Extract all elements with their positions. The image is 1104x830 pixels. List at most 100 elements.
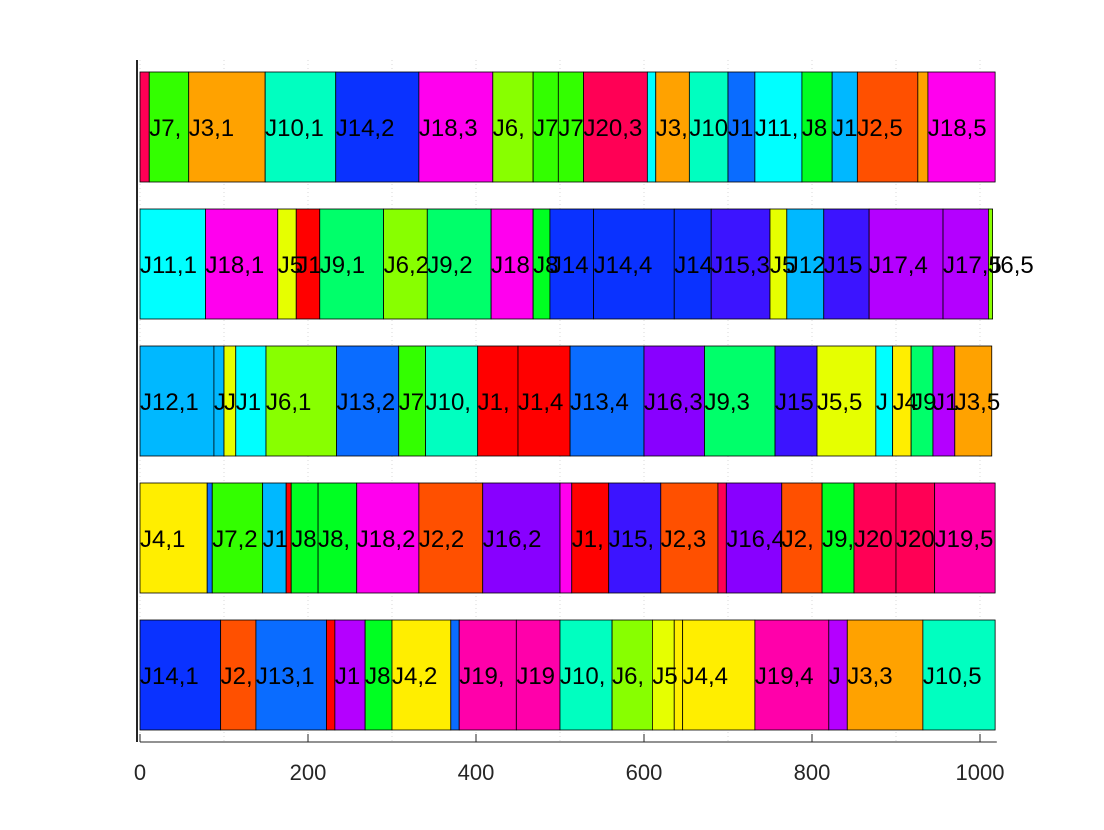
bar-segment-r3-15 [816,345,877,457]
bar-segment-r2-19 [988,208,994,320]
bar-label-r2-6: J6,2 [384,252,429,279]
bar-label-r2-10: J14 [550,252,589,279]
bar-segment-r4-10 [482,482,561,594]
bar-segment-r1-7 [492,71,534,183]
bar-label-r5-1: J14,1 [140,663,199,690]
bar-segment-r5-19 [922,619,996,731]
bar-label-r3-18: J9 [911,389,936,416]
bar-segment-r2-11 [593,208,675,320]
bar-segment-r2-18 [942,208,989,320]
bar-segment-r1-3 [188,71,266,183]
bar-segment-r1-18 [856,71,919,183]
bar-label-r3-12: J16,3 [644,389,703,416]
bar-label-r3-3: J [224,389,236,416]
bar-label-r3-9: J1, [478,389,510,416]
bar-label-r3-14: J15 [775,389,814,416]
bar-segment-r3-14 [774,345,818,457]
bar-label-r4-14: J2,3 [661,526,706,553]
bar-label-r1-3: J3,1 [189,115,234,142]
x-tick-label-2: 400 [458,760,495,785]
bar-label-r5-18: J3,3 [847,663,892,690]
bar-label-r5-5: J1 [335,663,360,690]
bar-label-r4-10: J16,2 [483,526,542,553]
x-axis: 0 200 400 600 800 1000 [134,60,1005,785]
x-tick-label-3: 600 [626,760,663,785]
bar-label-r3-19: J1 [933,389,958,416]
bar-label-r3-20: J3,5 [955,389,1000,416]
bar-segment-r2-15 [786,208,825,320]
bar-label-r3-5: J6,1 [266,389,311,416]
bar-segment-r1-20 [927,71,996,183]
bar-label-r2-12: J14 [674,252,713,279]
bar-segment-r3-10 [517,345,571,457]
bar-segment-r2-16 [823,208,870,320]
bar-label-r2-2: J18,1 [206,252,265,279]
bar-label-r3-17: J4 [893,389,918,416]
bar-label-r3-7: J7 [399,389,424,416]
bar-label-r1-6: J18,3 [419,115,478,142]
bar-segment-r3-7 [398,345,427,457]
bar-label-r3-13: J9,3 [704,389,749,416]
bar-segment-r2-8 [490,208,534,320]
bar-segment-r5-1 [139,619,222,731]
bar-label-r2-13: J15,3 [711,252,770,279]
bar-segment-r2-5 [319,208,385,320]
bar-segment-r1-19 [917,71,929,183]
bar-label-r4-19: J20 [854,526,893,553]
bar-label-r5-16: J19,4 [755,663,814,690]
bar-label-r5-6: J8 [365,663,390,690]
bar-label-r2-1: J11,1 [140,252,197,279]
bar-segment-r4-21 [934,482,996,594]
bar-label-r2-3: J5 [278,252,303,279]
bar-segment-r1-17 [831,71,858,183]
bar-segment-r4-18 [821,482,855,594]
bar-label-r5-7: J4,2 [392,663,437,690]
bar-label-r1-17: J1 [832,115,857,142]
bar-segment-r2-7 [426,208,492,320]
bar-label-r5-17: J [829,663,841,690]
bar-label-r5-13: J5 [652,663,677,690]
bar-label-r4-7: J8, [318,526,350,553]
x-tick-label-0: 0 [134,760,146,785]
bar-segment-r3-20 [954,345,993,457]
bar-label-r5-2: J2, [221,663,253,690]
bar-label-r3-2: J [214,389,226,416]
bar-segment-r1-2 [148,71,190,183]
bar-label-r1-7: J6, [493,115,525,142]
bar-segment-r3-13 [704,345,776,457]
bar-label-r1-14: J1 [728,115,753,142]
bar-label-r4-1: J4,1 [140,526,185,553]
bar-segment-r5-11 [559,619,613,731]
bar-segment-r5-9 [458,619,517,731]
bar-label-r1-12: J3, [656,115,688,142]
bar-segment-r3-5 [265,345,337,457]
bar-label-r4-16: J16,4 [726,526,785,553]
bar-segment-r3-11 [569,345,645,457]
bar-label-r2-4: J1 [296,252,321,279]
bar-segment-r5-18 [846,619,924,731]
x-tick-label-5: 1000 [956,760,1005,785]
bar-segment-r3-4 [235,345,267,457]
bar-label-r2-11: J14,4 [594,252,653,279]
bar-label-r5-19: J10,5 [923,663,982,690]
bar-rows: J7, J3,1 J10,1 J14,2 J18,3 J6, J7 J7 J20,3 J3, J10… [139,71,1034,731]
bar-segment-r1-4 [264,71,337,183]
bar-label-r4-4: J1 [263,526,288,553]
bar-label-r4-21: J19,5 [935,526,994,553]
bar-segment-r4-9 [418,482,484,594]
bar-label-r2-7: J9,2 [427,252,472,279]
bar-label-r4-12: J1, [572,526,604,553]
bar-segment-r1-5 [335,71,420,183]
bar-label-r1-8: J7 [533,115,558,142]
bar-label-r1-10: J20,3 [584,115,643,142]
bar-segment-r4-12 [571,482,610,594]
bar-segment-r3-9 [477,345,519,457]
bar-segment-r4-16 [725,482,783,594]
bar-label-r5-9: J19, [459,663,504,690]
bar-label-r3-11: J13,4 [570,389,629,416]
bar-label-r1-9: J7 [558,115,583,142]
bar-segment-r1-12 [655,71,690,183]
bar-label-r1-15: J11, [755,115,799,142]
bar-segment-r2-6 [383,208,428,320]
bar-segment-r5-6 [364,619,393,731]
